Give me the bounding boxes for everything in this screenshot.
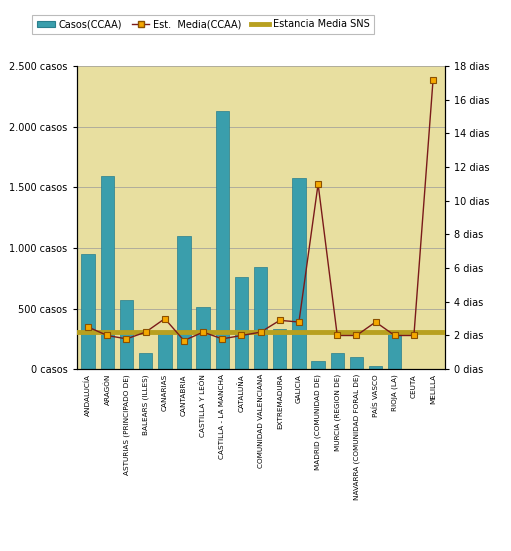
Bar xyxy=(158,333,172,369)
Bar xyxy=(177,236,191,369)
Legend: Casos(CCAA), Est.  Media(CCAA), Estancia Media SNS: Casos(CCAA), Est. Media(CCAA), Estancia … xyxy=(33,14,375,34)
Bar xyxy=(101,176,114,369)
Bar xyxy=(350,357,363,369)
Bar xyxy=(235,277,248,369)
Bar xyxy=(216,111,229,369)
Bar xyxy=(311,361,325,369)
Bar xyxy=(369,365,382,369)
Bar xyxy=(81,254,95,369)
Bar xyxy=(254,267,267,369)
Bar xyxy=(273,329,287,369)
Bar xyxy=(196,307,210,369)
Bar xyxy=(292,177,306,369)
Bar xyxy=(331,353,344,369)
Bar xyxy=(388,334,402,369)
Bar xyxy=(139,353,152,369)
Bar xyxy=(120,300,133,369)
